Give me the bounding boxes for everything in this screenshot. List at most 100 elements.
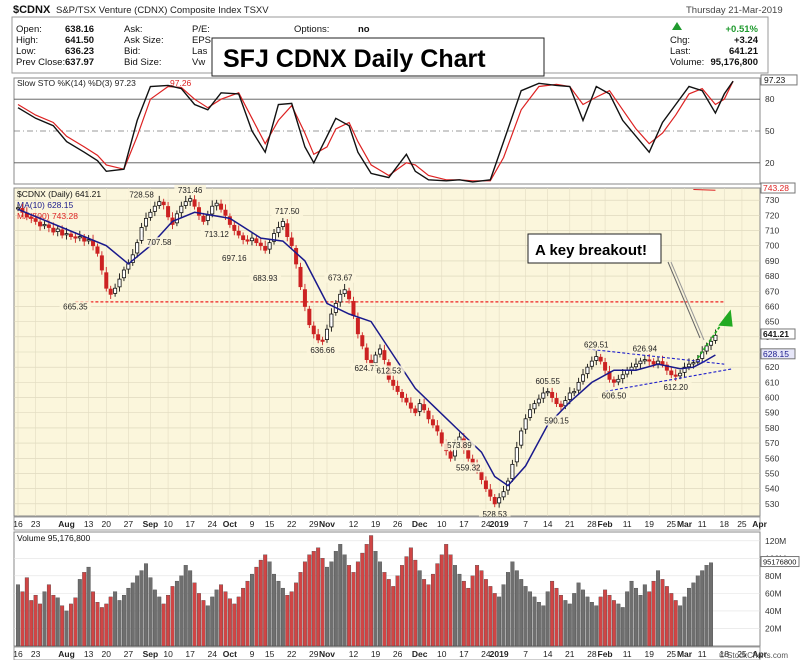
x-tick-label: 27 [124,649,134,659]
candle-body [46,224,51,228]
candle-body [15,207,20,210]
volume-bar [567,603,572,647]
price-tick-label: 690 [765,256,779,266]
x-axis-bottom: 16 23 Aug 13 20 27 Sep 10 17 24 Oct 9 15 22 29 Nov 12 19 2… [13,646,768,661]
candle-body [29,216,34,219]
peak-label: 636.66 [310,346,335,355]
volume-bar [205,605,210,647]
peak-label: 528.53 [482,510,507,519]
upper-trendline [587,348,725,365]
volume-bar [219,584,224,647]
peak-label-bg [200,228,233,239]
x-tick-label: 24 [481,649,491,659]
candle-body [223,209,228,216]
volume-bar [678,605,683,647]
peak-label: 665.35 [63,302,88,311]
candle-body [660,361,665,365]
candle-body [651,361,656,365]
volume-last-box [760,556,800,568]
candle-body [611,379,616,383]
price-panel: 5305405505605705805906006106206306406506… [13,182,796,520]
candle-body [258,242,263,247]
volume-bar [598,596,603,647]
volume-bar [695,575,700,647]
price-tick-label: 560 [765,453,779,463]
ma500-line [693,189,716,191]
quote-value: 641.21 [729,46,759,57]
candle-body [466,450,471,459]
volume-bar [664,586,669,647]
x-tick-label: 19 [371,519,381,529]
candle-body [249,237,254,242]
volume-bar [470,575,475,647]
x-tick-label: Nov [319,519,335,529]
candle-body [572,391,577,394]
x-tick-label: Apr [752,519,767,529]
bid-ask-label: Bid: [124,46,140,57]
candle-body [157,201,162,206]
candle-body [95,246,100,254]
peak-label: 573.89 [447,441,472,450]
candle-body [166,206,171,218]
volume-bar [603,589,608,647]
x-tick-label: Aug [58,649,75,659]
x-tick-label: Oct [223,649,237,659]
candle-body [179,205,184,214]
volume-bar [545,591,550,647]
candle-body [483,480,488,490]
volume-bar [687,587,691,647]
candle-body [73,236,78,239]
quote-header: $CDNX S&P/TSX Venture (CDNX) Composite I… [11,4,783,74]
volume-bar [642,584,647,647]
price-tick-label: 710 [765,226,779,236]
volume-bar [29,600,34,647]
candle-body [377,348,382,355]
price-tick-label: 550 [765,468,779,478]
volume-bar [355,561,360,647]
peak-label: 697.16 [222,254,247,263]
candle-body [104,272,109,289]
candle-body [633,363,638,368]
volume-tick-label: 120M [765,536,786,546]
x-tick-label: 11 [698,519,707,529]
candle-body [400,391,405,398]
x-tick-label: 11 [623,519,632,529]
candle-body [501,491,506,498]
sto-d-line [17,80,734,182]
x-tick-label: 26 [393,649,403,659]
volume-bar [554,587,559,647]
volume-bar [38,603,43,647]
candle-body [263,245,268,251]
volume-bar [594,605,599,647]
volume-bar [157,596,162,647]
x-tick-label: 25 [667,519,677,529]
price-tick-label: 660 [765,301,779,311]
sto-last-box [760,74,798,86]
volume-bar [104,603,109,647]
peak-label-bg [125,189,158,200]
peak-label-bg [174,184,206,195]
volume-bar [563,600,568,647]
ma10-line [17,208,716,487]
candle-body [196,207,201,216]
stochastic-panel: 20 50 80 Slow STO %K(14) %D(3) 97.23 97.26 97… [13,74,798,185]
candle-body [382,350,387,360]
candle-body [545,391,550,394]
volume-bar [413,559,418,647]
volume-bar [373,551,378,647]
x-tick-label: 13 [84,649,94,659]
volume-bar [572,593,577,647]
x-tick-label: 29 [309,519,319,529]
volume-bar [497,596,502,647]
peak-label-bg [452,462,485,473]
candle-body [673,374,678,377]
candle-body [139,227,144,241]
peak-label: 624.79 [354,364,379,373]
volume-bar [417,570,422,647]
ma500-last-label: 743.28 [763,183,789,193]
price-tick-label: 680 [765,271,779,281]
quote-label: Last: [670,46,691,57]
